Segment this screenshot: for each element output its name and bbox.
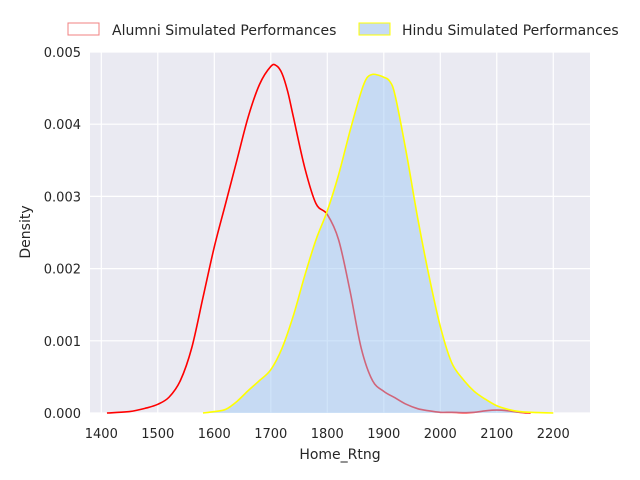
legend-swatch-hindu	[358, 22, 391, 36]
series-layer	[106, 63, 554, 414]
x-tick-label: 1600	[198, 427, 231, 442]
x-tick-label: 2100	[480, 427, 513, 442]
series-area-hindu	[202, 74, 554, 413]
x-axis-label: Home_Rtng	[299, 447, 380, 463]
legend-label-hindu: Hindu Simulated Performances	[402, 23, 619, 39]
y-tick-label: 0.004	[44, 118, 81, 133]
y-tick-label: 0.001	[44, 335, 81, 350]
x-axis-ticks: 1400 1500 1600 1700 1800 1900 2000 2100 2200	[85, 427, 570, 442]
x-tick-label: 1900	[367, 427, 400, 442]
y-tick-label: 0.002	[44, 263, 81, 278]
y-axis-label: Density	[18, 205, 34, 258]
legend-swatch-alumni	[67, 22, 100, 36]
x-tick-label: 1700	[254, 427, 287, 442]
y-tick-label: 0.005	[44, 46, 81, 61]
x-tick-label: 2200	[537, 427, 570, 442]
x-tick-label: 2000	[424, 427, 457, 442]
legend-label-alumni: Alumni Simulated Performances	[112, 23, 336, 39]
y-tick-label: 0.003	[44, 190, 81, 205]
series-line-hindu	[202, 73, 554, 414]
x-tick-label: 1500	[141, 427, 174, 442]
y-axis-ticks: 0.000 0.001 0.002 0.003 0.004 0.005	[44, 46, 81, 422]
x-tick-label: 1400	[85, 427, 118, 442]
x-tick-label: 1800	[311, 427, 344, 442]
y-tick-label: 0.000	[44, 407, 81, 422]
legend: Alumni Simulated Performances Hindu Simu…	[67, 22, 619, 39]
